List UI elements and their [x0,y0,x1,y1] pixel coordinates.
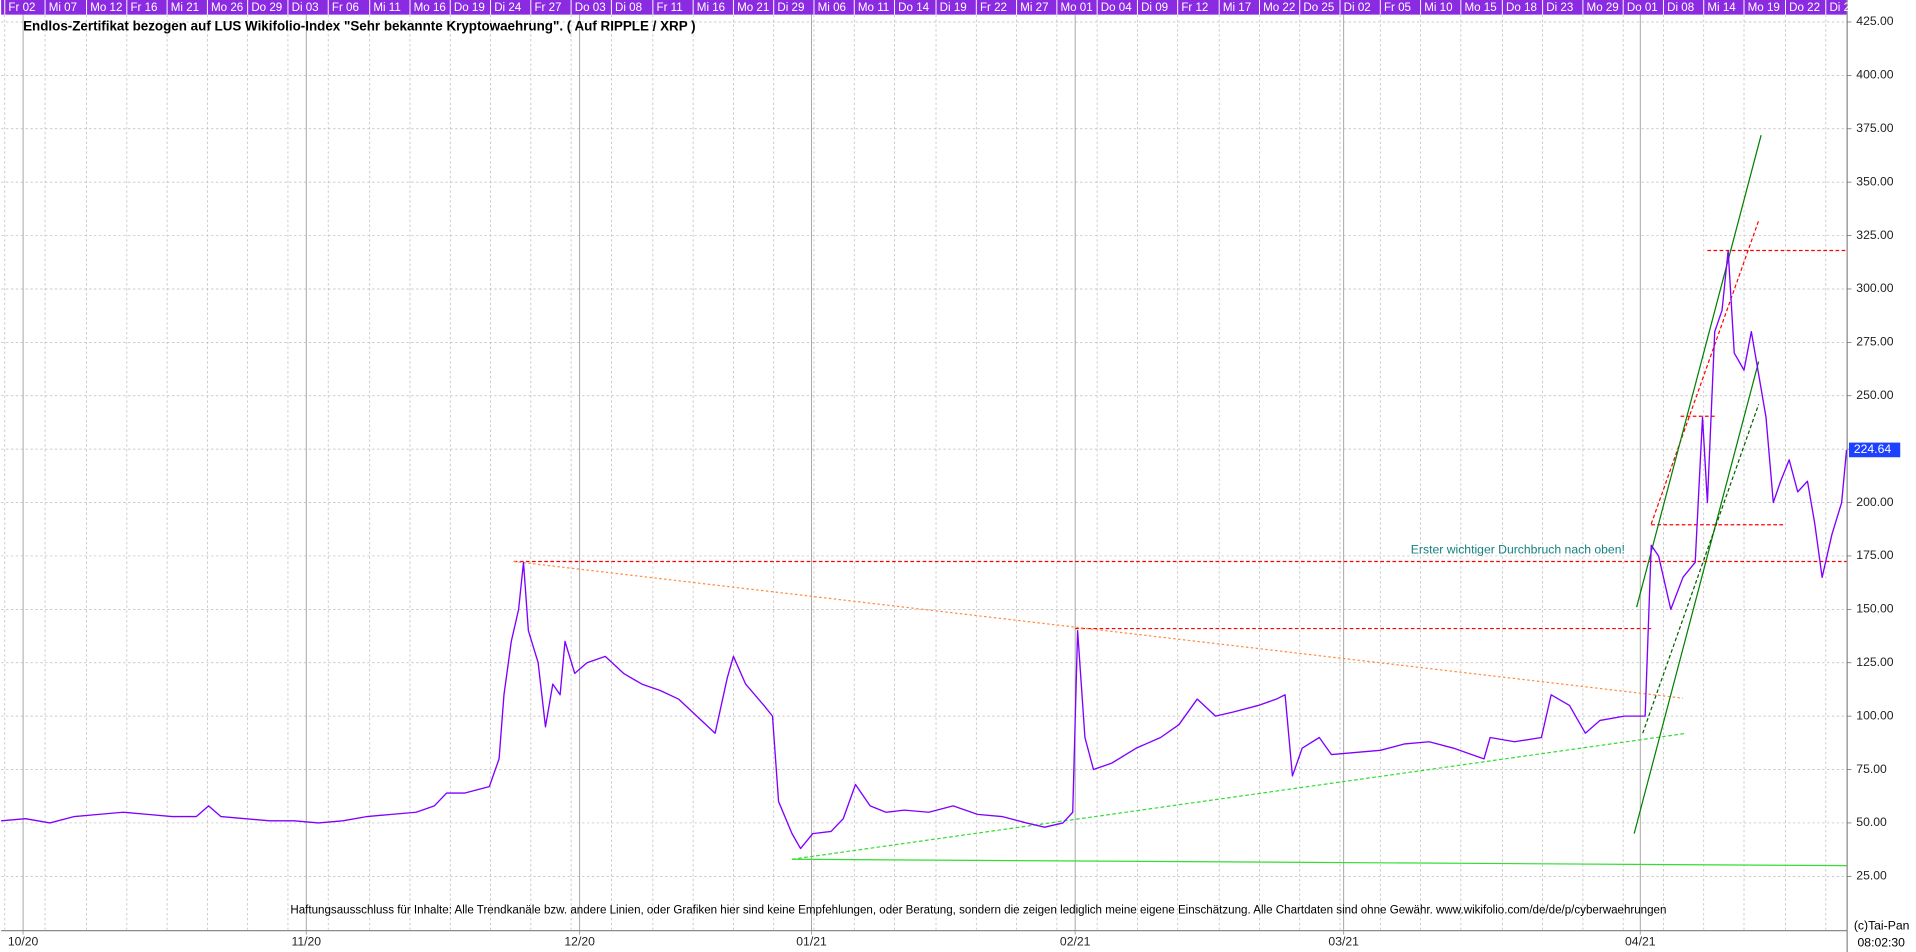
top-date-label: Di 24 [494,2,522,14]
y-tick-label: 100.00 [1856,708,1893,722]
y-tick-label: 400.00 [1856,68,1893,82]
top-date-label: Mo 15 [1465,2,1497,14]
y-tick-label: 25.00 [1856,869,1887,883]
top-date-label: Do 03 [575,2,606,14]
disclaimer: Haftungsausschluss für Inhalte: Alle Tre… [290,905,1666,917]
y-tick-label: 150.00 [1856,602,1893,616]
top-date-label: Mo 11 [858,2,889,14]
top-date-label: Di 29 [777,2,804,14]
last-value-box [1848,442,1901,458]
top-date-label: Di 08 [1667,2,1694,14]
plot [1,14,1847,935]
time-label: 08:02:30 [1858,936,1906,950]
top-date-label: Mi 10 [1424,2,1452,14]
top-date-label: Do 19 [454,2,485,14]
top-date-label: Mi 16 [697,2,725,14]
y-tick-label: 200.00 [1856,495,1893,509]
x-tick-label: 10/20 [8,934,39,948]
top-date-label: Mi 17 [1223,2,1251,14]
x-tick-label: 12/20 [564,934,595,948]
top-date-label: Do 25 [1303,2,1334,14]
top-date-label: Mi 07 [49,2,77,14]
top-date-label: Fr 12 [1181,2,1208,14]
top-date-label: Mo 19 [1748,2,1780,14]
top-date-label: Mo 29 [1587,2,1619,14]
trendline [1650,220,1760,525]
top-date-label: Di 08 [615,2,642,14]
trendline [1642,404,1760,734]
top-date-label: Mo 16 [414,2,446,14]
y-tick-label: 125.00 [1856,655,1893,669]
top-date-label: Fr 02 [8,2,35,14]
y-tick-label: 325.00 [1856,228,1893,242]
top-date-label: Do 29 [251,2,282,14]
top-date-label: Fr 16 [130,2,157,14]
x-tick-label: 11/20 [291,934,321,948]
top-date-label: Mi 11 [373,2,400,14]
top-date-label: Di 2 [1829,2,1850,14]
y-tick-label: 350.00 [1856,174,1893,188]
annotation: Erster wichtiger Durchbruch nach oben! [1411,543,1625,557]
trendline [792,858,1847,867]
top-date-label: Mi 06 [818,2,846,14]
top-date-label: Fr 05 [1384,2,1411,14]
x-tick-label: 04/21 [1625,934,1656,948]
y-tick-label: 425.00 [1856,14,1893,28]
y-tick-label: 250.00 [1856,388,1893,402]
price-line [1,249,1848,850]
y-tick-label: 75.00 [1856,762,1887,776]
top-date-label: Do 01 [1627,2,1658,14]
trendline [791,732,1686,860]
y-tick-label: 300.00 [1856,281,1893,295]
copyright: (c)Tai-Pan [1854,919,1910,933]
trendline [1636,135,1762,608]
y-tick-label: 375.00 [1856,121,1893,135]
top-date-label: Di 02 [1344,2,1371,14]
top-date-label: Mo 21 [737,2,769,14]
top-date-label: Do 22 [1789,2,1820,14]
y-tick-label: 50.00 [1856,815,1887,829]
y-tick-label: 175.00 [1856,548,1893,562]
trendline [513,560,1684,699]
x-tick-label: 01/21 [796,934,827,948]
bottom-axis-border [1,930,1847,932]
top-date-label: Fr 27 [534,2,561,14]
top-date-label: Mo 12 [90,2,122,14]
y-tick-label: 275.00 [1856,335,1893,349]
top-date-label: Di 19 [940,2,967,14]
top-date-label: Fr 11 [657,2,683,14]
top-date-bar [1,0,1847,15]
top-date-label: Mi 14 [1707,2,1736,14]
top-date-label: Do 04 [1101,2,1132,14]
last-value-label: 224.64 [1854,442,1891,456]
x-tick-label: 02/21 [1060,934,1091,948]
top-date-label: Do 14 [898,2,929,14]
x-tick-label: 03/21 [1328,934,1359,948]
top-date-label: Do 18 [1506,2,1537,14]
trendline [1633,361,1760,834]
top-date-label: Mi 27 [1020,2,1048,14]
right-axis-border [1846,0,1848,952]
top-date-label: Mo 01 [1061,2,1093,14]
top-date-label: Mo 26 [211,2,243,14]
top-date-label: Di 09 [1141,2,1168,14]
top-date-label: Mo 22 [1263,2,1295,14]
top-date-label: Mi 21 [171,2,199,14]
top-date-label: Di 03 [292,2,319,14]
top-date-label: Fr 22 [980,2,1007,14]
top-date-label: Di 23 [1546,2,1573,14]
top-date-label: Fr 06 [332,2,359,14]
chart-title: Endlos-Zertifikat bezogen auf LUS Wikifo… [23,18,696,33]
